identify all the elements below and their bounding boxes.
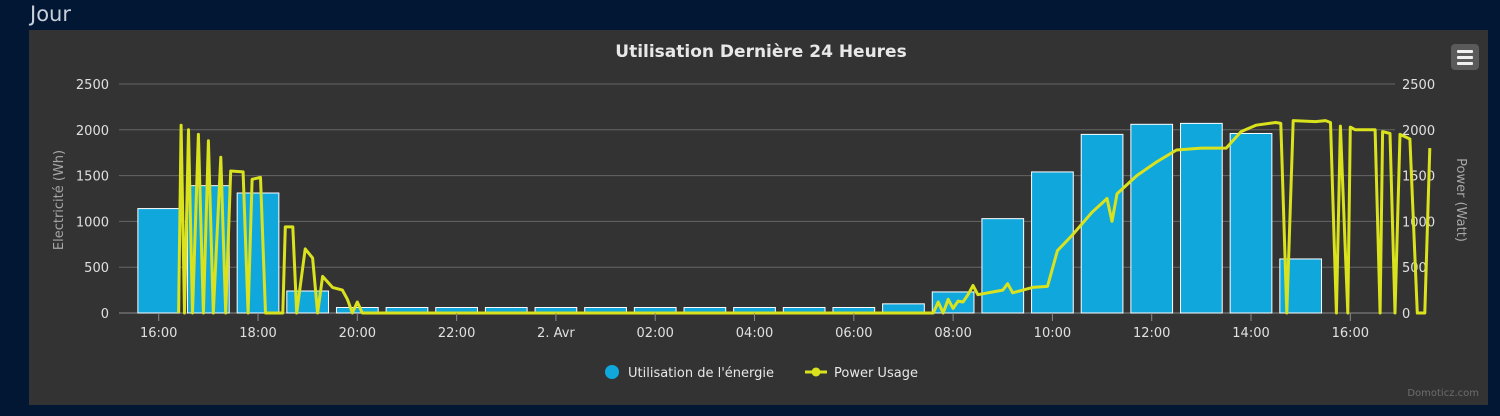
x-tick-label: 06:00 — [835, 326, 872, 341]
energy-bar[interactable] — [1180, 122, 1223, 314]
energy-bar[interactable] — [981, 218, 1025, 314]
section-title: Jour — [30, 2, 71, 26]
y-right-tick-label: 2000 — [1402, 124, 1435, 139]
legend-power-marker — [811, 367, 821, 377]
y-left-tick-label: 1000 — [76, 215, 109, 230]
x-tick-label: 2. Avr — [537, 326, 575, 341]
x-tick-label: 08:00 — [934, 326, 971, 341]
y-left-tick-label: 500 — [84, 261, 109, 276]
credits-link[interactable]: Domoticz.com — [1407, 388, 1479, 399]
x-tick-label: 10:00 — [1034, 326, 1071, 341]
y-right-tick-label: 0 — [1402, 307, 1410, 322]
energy-bar[interactable] — [1080, 133, 1124, 314]
legend-item-power[interactable]: Power Usage — [805, 366, 918, 381]
x-tick-label: 02:00 — [636, 326, 673, 341]
y-left-tick-label: 2000 — [76, 124, 109, 139]
y-right-tick-label: 1000 — [1402, 215, 1435, 230]
x-tick-label: 18:00 — [239, 326, 276, 341]
energy-bar[interactable] — [137, 208, 181, 314]
chart-svg: Utilisation Dernière 24 Heures 0 500 1000 1… — [52, 42, 1468, 381]
y-right-tick-label: 2500 — [1402, 78, 1435, 93]
y-axis-left-ticks: 0 500 1000 1500 2000 2500 — [76, 78, 109, 322]
chart-menu-button[interactable] — [1451, 44, 1479, 70]
x-tick-label: 20:00 — [339, 326, 376, 341]
x-tick-label: 22:00 — [438, 326, 475, 341]
hamburger-icon — [1457, 49, 1473, 53]
hamburger-icon — [1457, 55, 1473, 59]
x-tick-label: 14:00 — [1232, 326, 1269, 341]
y-axis-right-label: Power (Watt) — [1453, 158, 1468, 242]
legend-energy-label: Utilisation de l'énergie — [628, 366, 774, 381]
y-left-tick-label: 2500 — [76, 78, 109, 93]
energy-bar[interactable] — [286, 290, 330, 314]
x-tick-label: 16:00 — [1332, 326, 1369, 341]
energy-bar[interactable] — [1130, 123, 1174, 314]
x-tick-label: 12:00 — [1133, 326, 1170, 341]
chart-panel: Utilisation Dernière 24 Heures 0 500 1000 1… — [29, 30, 1488, 405]
energy-bar[interactable] — [1229, 132, 1273, 314]
power-usage-line[interactable] — [177, 119, 1432, 315]
legend-energy-marker — [605, 365, 619, 379]
y-axis-left-label: Electricité (Wh) — [52, 150, 67, 250]
legend: Utilisation de l'énergie Power Usage — [605, 365, 918, 381]
x-axis: 16:00 18:00 20:00 22:00 2. Avr 02:00 04:00 06:0… — [140, 313, 1369, 341]
y-left-tick-label: 1500 — [76, 170, 109, 185]
hamburger-icon — [1457, 61, 1473, 65]
power-line — [177, 119, 1432, 315]
x-tick-label: 04:00 — [736, 326, 773, 341]
legend-power-label: Power Usage — [834, 366, 918, 381]
chart-title: Utilisation Dernière 24 Heures — [615, 42, 906, 62]
legend-item-energy[interactable]: Utilisation de l'énergie — [605, 365, 774, 381]
y-left-tick-label: 0 — [101, 307, 109, 322]
x-tick-label: 16:00 — [140, 326, 177, 341]
